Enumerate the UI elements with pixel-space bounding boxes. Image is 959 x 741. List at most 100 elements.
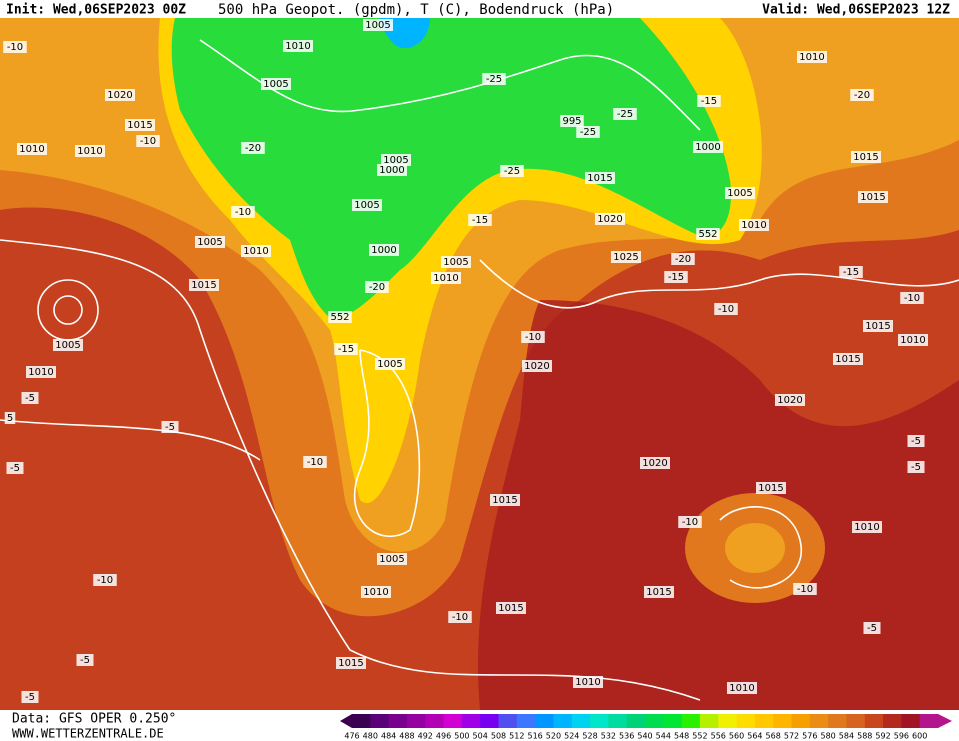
contour-label: 1005 [365, 20, 390, 31]
colorbar-swatch [754, 714, 774, 728]
label-box [441, 256, 471, 268]
label-box [76, 654, 94, 666]
label-box [644, 586, 674, 598]
colorbar-swatch [828, 714, 847, 728]
label-box [573, 676, 603, 688]
contour-label: -10 [97, 575, 113, 586]
colorbar-label: 476 [344, 732, 359, 741]
label-box [775, 394, 805, 406]
colorbar-swatch [498, 714, 518, 728]
contour-label: 1010 [28, 367, 53, 378]
contour-label: -25 [504, 166, 520, 177]
contour-label: -15 [843, 267, 859, 278]
label-box [369, 244, 399, 256]
contour-label: 1015 [758, 483, 783, 494]
colorbar-swatch [388, 714, 408, 728]
contour-label: 1010 [729, 683, 754, 694]
label-box [839, 266, 863, 278]
contour-label: 1010 [799, 52, 824, 63]
label-box [17, 143, 47, 155]
contour-label: 1015 [646, 587, 671, 598]
contour-label: -10 [682, 517, 698, 528]
contour-label: -20 [369, 282, 385, 293]
label-box [241, 142, 265, 154]
contour-label: -15 [338, 344, 354, 355]
contour-label: 1010 [243, 246, 268, 257]
label-box [521, 331, 545, 343]
colorbar-label: 516 [527, 732, 542, 741]
colorbar-label: 500 [454, 732, 469, 741]
contour-label: 1010 [363, 587, 388, 598]
contour-label: 1010 [19, 144, 44, 155]
label-box [863, 622, 881, 634]
contour-label: -5 [911, 462, 921, 473]
colorbar-label: 508 [491, 732, 506, 741]
colorbar-label: 552 [692, 732, 707, 741]
colorbar-arrow-right [938, 714, 952, 728]
colorbar-label: 544 [656, 732, 671, 741]
contour-label: -15 [701, 96, 717, 107]
label-box [377, 553, 407, 565]
colorbar-swatch [443, 714, 463, 728]
colorbar-swatch [846, 714, 866, 728]
contour-label: 1005 [727, 188, 752, 199]
label-box [664, 271, 688, 283]
label-box [231, 206, 255, 218]
colorbar-swatch [626, 714, 646, 728]
colorbar-swatch [883, 714, 902, 728]
init-time: Init: Wed,06SEP2023 00Z [6, 3, 186, 18]
contour-label: 1020 [597, 214, 622, 225]
label-box [793, 583, 817, 595]
label-box [858, 191, 888, 203]
label-box [241, 245, 271, 257]
contour-label: -5 [80, 655, 90, 666]
label-box [697, 95, 721, 107]
label-box [352, 199, 382, 211]
contour-label: -10 [7, 42, 23, 53]
colorbar-swatch [809, 714, 829, 728]
contour-label: -10 [140, 136, 156, 147]
label-box [907, 461, 925, 473]
label-box [714, 303, 738, 315]
colorbar-label: 580 [820, 732, 835, 741]
label-box [261, 78, 291, 90]
label-box [678, 516, 702, 528]
label-box [576, 126, 600, 138]
label-box [500, 165, 524, 177]
colorbar-label: 480 [363, 732, 378, 741]
colorbar-swatch [773, 714, 792, 728]
colorbar-label: 536 [619, 732, 634, 741]
contour-label: 552 [330, 312, 349, 323]
colorbar-label: 488 [399, 732, 414, 741]
contour-label: -10 [452, 612, 468, 623]
label-box [381, 154, 411, 166]
contour-label: 1020 [642, 458, 667, 469]
colorbar-swatch [608, 714, 628, 728]
label-box [21, 392, 39, 404]
colorbar-arrow-left [340, 714, 352, 728]
colorbar-swatch [590, 714, 609, 728]
contour-label: -10 [307, 457, 323, 468]
contour-label: -25 [617, 109, 633, 120]
colorbar-swatch [901, 714, 921, 728]
colorbar-label: 564 [747, 732, 762, 741]
colorbar-swatch [681, 714, 701, 728]
label-box [490, 494, 520, 506]
colorbar-swatch [699, 714, 719, 728]
label-box [696, 228, 720, 240]
contour-label: 1010 [77, 146, 102, 157]
label-box [482, 73, 506, 85]
label-box [727, 682, 757, 694]
map-title: 500 hPa Geopot. (gpdm), T (C), Bodendruc… [218, 2, 614, 18]
label-box [595, 213, 625, 225]
label-box [3, 41, 27, 53]
label-box [725, 187, 755, 199]
colorbar-label: 600 [912, 732, 927, 741]
colorbar-label: 572 [784, 732, 799, 741]
colorbar-label: 484 [381, 732, 396, 741]
colorbar-label: 596 [894, 732, 909, 741]
colorbar-swatch [352, 714, 371, 728]
colorbar-label: 588 [857, 732, 872, 741]
